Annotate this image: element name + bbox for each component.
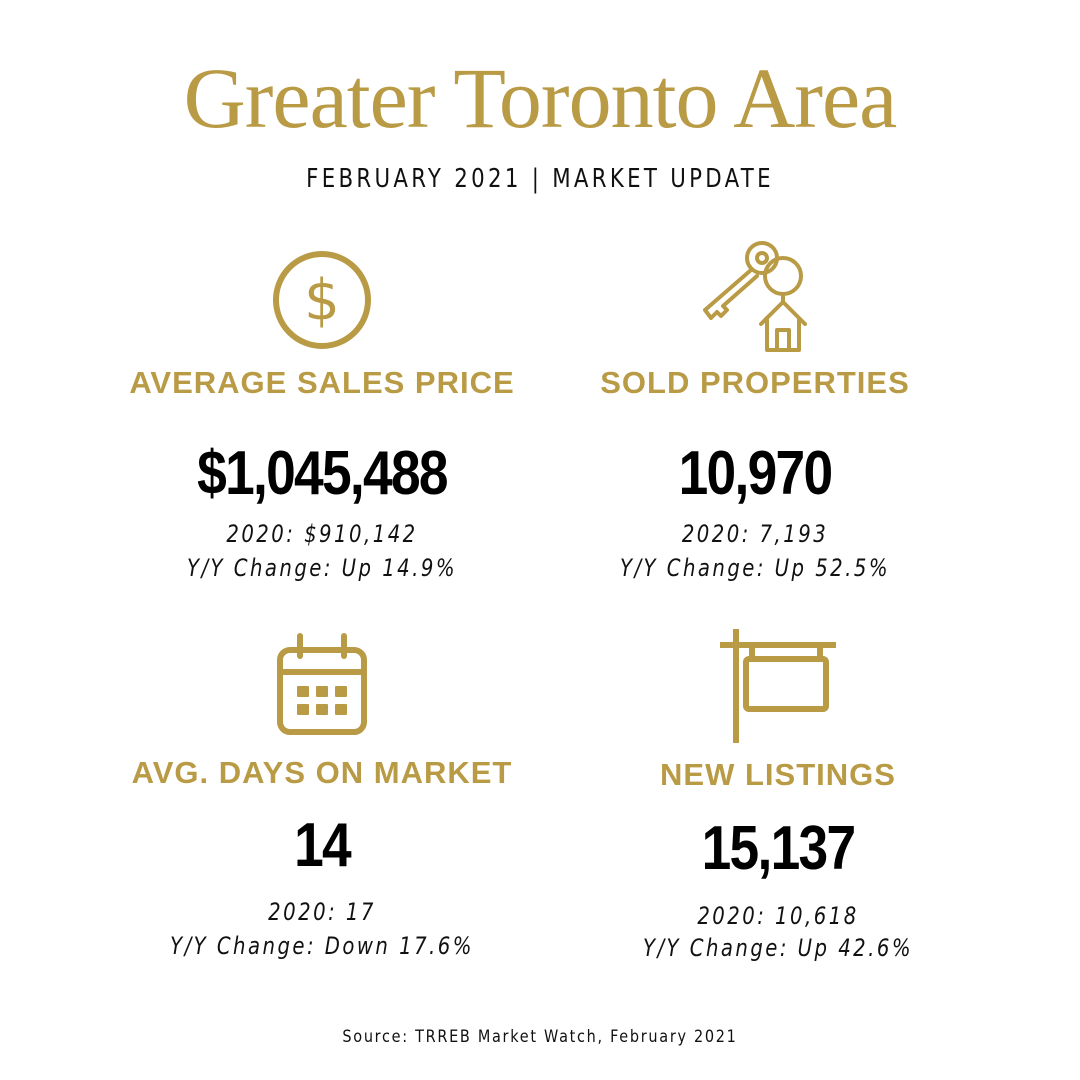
dollar-circle-icon: $ <box>273 251 371 349</box>
stat-label: SOLD PROPERTIES <box>600 365 910 400</box>
stat-previous-year: 2020: $910,142 <box>226 520 418 548</box>
stat-avg-days-on-market: AVG. DAYS ON MARKET 14 2020: 17 Y/Y Chan… <box>92 630 552 970</box>
calendar-icon <box>277 633 367 735</box>
stat-previous-year: 2020: 7,193 <box>681 520 829 548</box>
house-key-icon <box>703 241 807 352</box>
stat-label: AVG. DAYS ON MARKET <box>131 755 513 790</box>
page-subtitle: FEBRUARY 2021 | MARKET UPDATE <box>306 164 774 194</box>
stat-yoy-change: Y/Y Change: Up 42.6% <box>642 934 914 962</box>
stat-label: AVERAGE SALES PRICE <box>129 365 515 400</box>
stat-value: 10,970 <box>678 439 833 508</box>
stat-yoy-change: Y/Y Change: Down 17.6% <box>170 932 474 960</box>
stat-new-listings: NEW LISTINGS 15,137 2020: 10,618 Y/Y Cha… <box>548 625 1008 975</box>
stat-label: NEW LISTINGS <box>660 757 896 792</box>
stat-previous-year: 2020: 10,618 <box>697 902 859 930</box>
stat-yoy-change: Y/Y Change: Up 14.9% <box>186 554 458 582</box>
source-note: Source: TRREB Market Watch, February 202… <box>342 1027 738 1047</box>
stat-value: $1,045,488 <box>197 439 448 508</box>
svg-text:$: $ <box>304 268 340 333</box>
stat-sold-properties: SOLD PROPERTIES 10,970 2020: 7,193 Y/Y C… <box>525 240 985 590</box>
stat-value: 14 <box>294 811 352 880</box>
page-title: Greater Toronto Area <box>183 50 898 146</box>
sign-post-icon <box>720 629 836 743</box>
stat-value: 15,137 <box>701 814 856 883</box>
stat-previous-year: 2020: 17 <box>268 898 376 926</box>
stat-yoy-change: Y/Y Change: Up 52.5% <box>619 554 891 582</box>
stat-average-sales-price: $ AVERAGE SALES PRICE $1,045,488 2020: $… <box>92 240 552 590</box>
